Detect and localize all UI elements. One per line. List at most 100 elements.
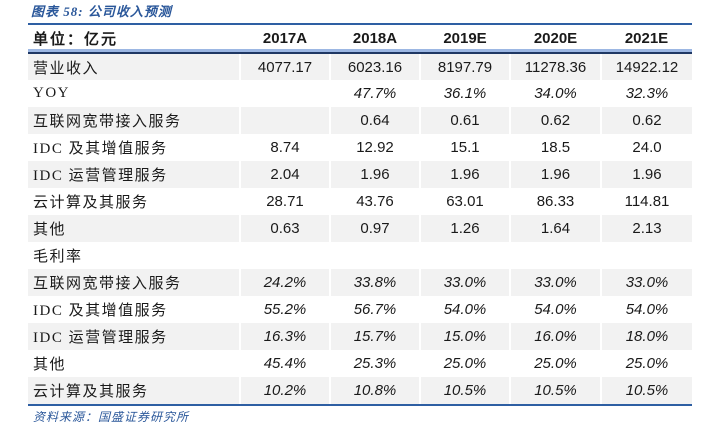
bottom-rule xyxy=(28,404,692,406)
table-cell: 14922.12 xyxy=(600,53,692,80)
row-label: IDC 运营管理服务 xyxy=(28,323,240,350)
table-cell: 63.01 xyxy=(419,188,510,215)
unit-header: 单位：亿元 xyxy=(28,25,240,54)
row-label: 互联网宽带接入服务 xyxy=(28,269,240,296)
col-header-2017a: 2017A xyxy=(240,25,330,54)
row-label: 毛利率 xyxy=(33,249,83,265)
table-cell: 25.0% xyxy=(419,350,510,377)
row-gm-idc-operation: IDC 运营管理服务 16.3% 15.7% 15.0% 16.0% 18.0% xyxy=(28,323,692,350)
table-cell: 45.4% xyxy=(239,350,330,377)
table-cell: 8.74 xyxy=(239,134,330,161)
table-cell: 12.92 xyxy=(329,134,420,161)
table-cell: 33.0% xyxy=(419,269,510,296)
row-cloud-services-revenue: 云计算及其服务 28.71 43.76 63.01 86.33 114.81 xyxy=(28,188,692,215)
table-cell: 36.1% xyxy=(419,80,510,107)
table-cell: 0.61 xyxy=(419,107,510,134)
table-cell: 56.7% xyxy=(329,296,420,323)
table-cell: 25.0% xyxy=(600,350,692,377)
table-cell xyxy=(509,242,601,269)
table-cell: 54.0% xyxy=(600,296,692,323)
table-cell: 18.0% xyxy=(600,323,692,350)
table-cell: 54.0% xyxy=(509,296,601,323)
row-yoy: YOY 47.7% 36.1% 34.0% 32.3% xyxy=(28,80,692,107)
table-cell: 1.96 xyxy=(509,161,601,188)
table-cell: 54.0% xyxy=(419,296,510,323)
row-label: 互联网宽带接入服务 xyxy=(28,107,240,134)
table-cell: 33.0% xyxy=(509,269,601,296)
table-cell: 0.63 xyxy=(239,215,330,242)
row-gm-broadband-access: 互联网宽带接入服务 24.2% 33.8% 33.0% 33.0% 33.0% xyxy=(28,269,692,296)
table-cell: 33.0% xyxy=(600,269,692,296)
table-cell: 15.0% xyxy=(419,323,510,350)
table-cell: 0.97 xyxy=(329,215,420,242)
table-cell: 33.8% xyxy=(329,269,420,296)
table-cell: 18.5 xyxy=(509,134,601,161)
table-cell: 2.04 xyxy=(239,161,330,188)
table-cell: 15.7% xyxy=(329,323,420,350)
col-header-2018a: 2018A xyxy=(330,25,420,54)
table-cell: 0.62 xyxy=(600,107,692,134)
table-cell: 2.13 xyxy=(600,215,692,242)
table-cell xyxy=(239,242,330,269)
table-cell: 32.3% xyxy=(600,80,692,107)
col-header-2019e: 2019E xyxy=(420,25,510,54)
table-cell: 1.96 xyxy=(600,161,692,188)
table-cell: 0.62 xyxy=(509,107,601,134)
table-cell: 114.81 xyxy=(600,188,692,215)
figure-title: 图表 58: 公司收入预测 xyxy=(31,4,172,19)
table-cell: 10.2% xyxy=(239,377,330,404)
table-cell: 8197.79 xyxy=(419,53,510,80)
table-cell: 16.0% xyxy=(509,323,601,350)
table-cell: 24.0 xyxy=(600,134,692,161)
table-cell: 10.5% xyxy=(419,377,510,404)
table-cell xyxy=(329,242,420,269)
row-other-revenue: 其他 0.63 0.97 1.26 1.64 2.13 xyxy=(28,215,692,242)
row-gm-idc-value-added: IDC 及其增值服务 55.2% 56.7% 54.0% 54.0% 54.0% xyxy=(28,296,692,323)
source-note: 资料来源：国盛证券研究所 xyxy=(33,410,190,424)
table-cell: 55.2% xyxy=(239,296,330,323)
table-cell: 10.5% xyxy=(600,377,692,404)
row-label: 其他 xyxy=(33,357,67,373)
table-cell: 1.26 xyxy=(419,215,510,242)
table-cell xyxy=(600,242,692,269)
table-cell: 1.96 xyxy=(419,161,510,188)
row-label: YOY xyxy=(33,85,70,101)
table-cell: 0.64 xyxy=(329,107,420,134)
table-cell: 16.3% xyxy=(239,323,330,350)
row-idc-value-added-revenue: IDC 及其增值服务 8.74 12.92 15.1 18.5 24.0 xyxy=(28,134,692,161)
table-cell: 10.5% xyxy=(509,377,601,404)
table-cell: 28.71 xyxy=(239,188,330,215)
col-header-2021e: 2021E xyxy=(601,25,692,54)
table-cell: 15.1 xyxy=(419,134,510,161)
revenue-forecast-table: 单位：亿元 2017A 2018A 2019E 2020E 2021E 营业收入… xyxy=(28,25,692,404)
row-label: 其他 xyxy=(28,215,240,242)
row-gm-other: 其他 45.4% 25.3% 25.0% 25.0% 25.0% xyxy=(28,350,692,377)
table-cell: 1.64 xyxy=(509,215,601,242)
table-cell: 34.0% xyxy=(509,80,601,107)
col-header-2020e: 2020E xyxy=(510,25,601,54)
table-cell: 25.0% xyxy=(509,350,601,377)
table-cell: 11278.36 xyxy=(509,53,601,80)
table-cell xyxy=(419,242,510,269)
row-gm-cloud-services: 云计算及其服务 10.2% 10.8% 10.5% 10.5% 10.5% xyxy=(28,377,692,404)
row-label: IDC 运营管理服务 xyxy=(28,161,240,188)
row-gross-margin-header: 毛利率 xyxy=(28,242,692,269)
report-figure: 图表 58: 公司收入预测 单位：亿元 2017A 2018A 2019E 20… xyxy=(28,4,692,424)
table-cell: 10.8% xyxy=(329,377,420,404)
table-cell: 43.76 xyxy=(329,188,420,215)
top-rule xyxy=(28,23,692,25)
table-cell: 6023.16 xyxy=(329,53,420,80)
table-cell: 25.3% xyxy=(329,350,420,377)
header-row: 单位：亿元 2017A 2018A 2019E 2020E 2021E xyxy=(28,25,692,54)
row-label: 营业收入 xyxy=(28,53,240,80)
row-operating-revenue: 营业收入 4077.17 6023.16 8197.79 11278.36 14… xyxy=(28,53,692,80)
table-cell: 4077.17 xyxy=(239,53,330,80)
table-cell: 24.2% xyxy=(239,269,330,296)
table-cell: 47.7% xyxy=(329,80,420,107)
table-cell xyxy=(239,107,330,134)
table-cell: 86.33 xyxy=(509,188,601,215)
row-label: 云计算及其服务 xyxy=(33,195,149,211)
row-idc-operation-revenue: IDC 运营管理服务 2.04 1.96 1.96 1.96 1.96 xyxy=(28,161,692,188)
table-cell xyxy=(239,80,330,107)
row-label: IDC 及其增值服务 xyxy=(33,303,168,319)
